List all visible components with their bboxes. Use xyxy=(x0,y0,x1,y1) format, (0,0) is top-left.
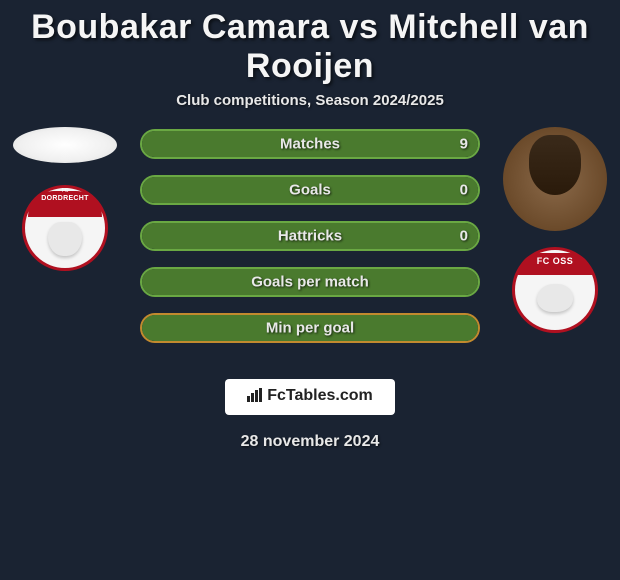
stat-value-right: 0 xyxy=(460,182,468,199)
date-text: 28 november 2024 xyxy=(0,433,620,451)
branding-text: FcTables.com xyxy=(267,387,373,404)
stat-label: Min per goal xyxy=(266,320,354,337)
stat-value-right: 9 xyxy=(460,136,468,153)
right-player-column: FC OSS xyxy=(500,127,610,333)
chart-icon xyxy=(247,388,263,407)
stat-label: Matches xyxy=(280,136,340,153)
club-badge-right: FC OSS xyxy=(512,247,598,333)
stats-list: Matches 9 Goals 0 Hattricks 0 Goals per match M… xyxy=(140,129,480,359)
stat-bar: Hattricks 0 xyxy=(140,221,480,251)
page-title: Boubakar Camara vs Mitchell van Rooijen xyxy=(0,0,620,92)
stat-label: Goals xyxy=(289,182,331,199)
left-player-column: FC DORDRECHT xyxy=(10,127,120,271)
footer: FcTables.com 28 november 2024 xyxy=(0,379,620,451)
stat-bar: Goals per match xyxy=(140,267,480,297)
stat-label: Goals per match xyxy=(251,274,369,291)
stat-value-right: 0 xyxy=(460,228,468,245)
club-badge-left-label: DORDRECHT xyxy=(25,195,105,202)
comparison-card: Boubakar Camara vs Mitchell van Rooijen … xyxy=(0,0,620,451)
stat-bar: Goals 0 xyxy=(140,175,480,205)
branding-badge: FcTables.com xyxy=(225,379,395,415)
club-badge-left-fc: FC xyxy=(25,188,105,194)
club-badge-right-label: FC OSS xyxy=(515,256,595,266)
stat-fill-right xyxy=(310,177,478,203)
stat-fill-left xyxy=(142,177,310,203)
stat-bar: Matches 9 xyxy=(140,129,480,159)
club-badge-left: FC DORDRECHT xyxy=(22,185,108,271)
stat-label: Hattricks xyxy=(278,228,342,245)
subtitle: Club competitions, Season 2024/2025 xyxy=(0,92,620,127)
stat-bar: Min per goal xyxy=(140,313,480,343)
main-area: FC DORDRECHT FC OSS Matches9Goals0Hattri… xyxy=(0,127,620,367)
player-photo-right xyxy=(503,127,607,231)
player-photo-left xyxy=(13,127,117,163)
